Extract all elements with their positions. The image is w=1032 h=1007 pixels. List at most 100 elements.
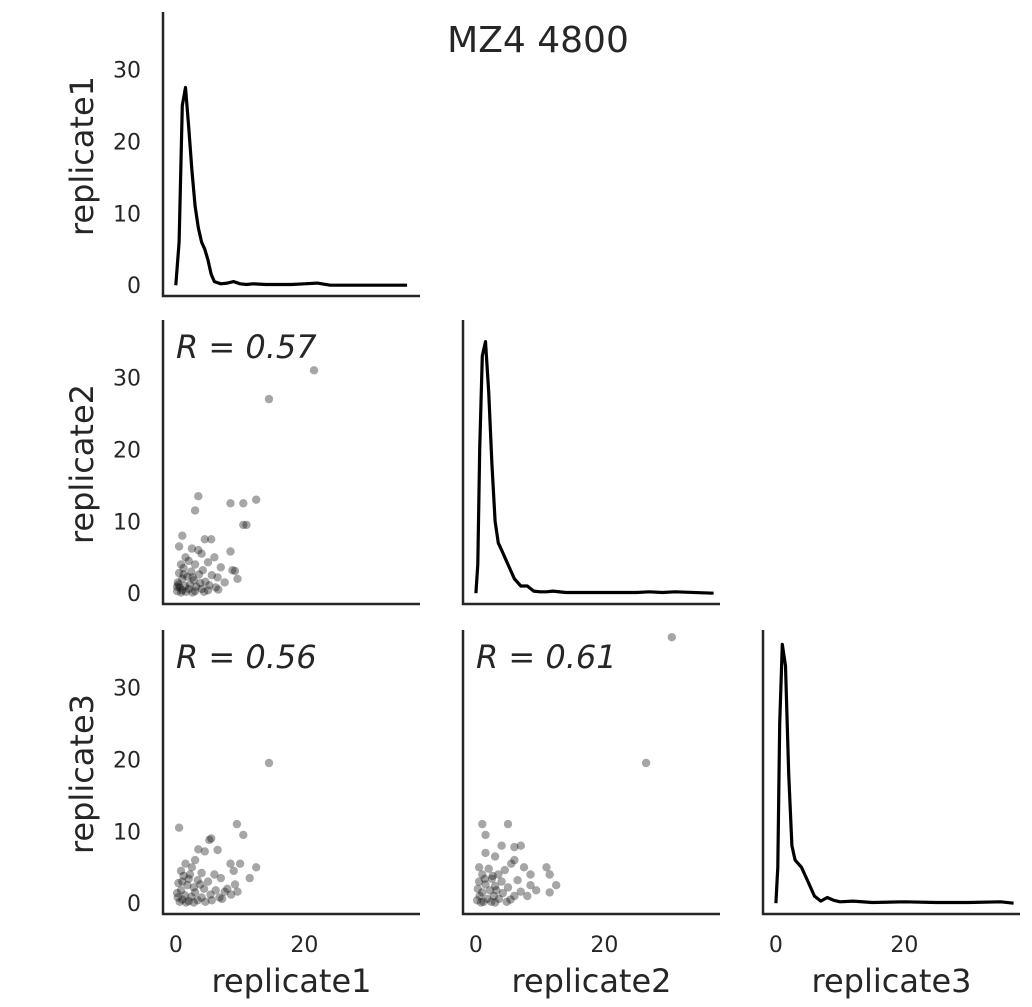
- scatter-point: [510, 855, 519, 865]
- scatter-point: [194, 845, 203, 854]
- scatter-point: [192, 582, 201, 591]
- scatter-point: [506, 895, 515, 904]
- scatter-point: [519, 863, 529, 872]
- scatter-point: [473, 884, 482, 893]
- scatter-point: [545, 888, 554, 897]
- panel-spine: [761, 630, 1020, 916]
- scatter-point: [532, 886, 541, 895]
- scatter-point: [207, 896, 216, 905]
- scatter-point: [203, 877, 213, 886]
- x-axis-label-replicate2: replicate2: [511, 962, 671, 1000]
- y-tick-label: 30: [113, 367, 141, 392]
- y-tick-label: 10: [113, 202, 141, 227]
- panel-2-2: 0 20 replicate3: [761, 630, 1020, 1000]
- scatter-point: [207, 535, 216, 544]
- scatter-point: [184, 584, 193, 594]
- scatter-point: [226, 499, 235, 508]
- scatter-point: [485, 886, 495, 895]
- scatter-point: [500, 865, 509, 875]
- scatter-point: [242, 520, 251, 530]
- scatter-point: [478, 819, 487, 829]
- scatter-point: [174, 542, 184, 551]
- scatter-point: [181, 553, 190, 562]
- scatter-point: [492, 886, 501, 895]
- scatter-point: [232, 819, 242, 829]
- scatter-point: [172, 586, 182, 596]
- scatter-point: [174, 568, 184, 578]
- scatter-point: [494, 894, 504, 904]
- scatter-point: [478, 888, 487, 897]
- scatter-point: [516, 841, 525, 850]
- scatter-point: [176, 886, 186, 895]
- scatter-point: [197, 549, 206, 558]
- x-axis-label-replicate3: replicate3: [811, 962, 971, 1000]
- scatter-point: [526, 870, 535, 879]
- scatter-point: [174, 580, 183, 589]
- scatter-point: [189, 576, 198, 585]
- scatter-point: [173, 893, 182, 902]
- scatter-point: [481, 880, 490, 889]
- scatter-point: [184, 556, 193, 566]
- scatter-point: [199, 587, 209, 596]
- y-tick-label: 20: [113, 438, 141, 463]
- scatter-point: [211, 886, 220, 895]
- scatter-point: [188, 588, 197, 597]
- y-axis-label-replicate2: replicate2: [63, 384, 101, 544]
- scatter-point: [264, 758, 274, 768]
- scatter-point: [472, 896, 482, 905]
- scatter-point: [233, 887, 242, 896]
- scatter-point: [510, 842, 519, 852]
- scatter-point: [228, 566, 237, 575]
- scatter-point: [197, 868, 206, 878]
- scatter-point: [239, 499, 248, 508]
- scatter-point: [213, 845, 222, 855]
- scatter-point: [172, 888, 182, 898]
- scatter-point: [230, 880, 240, 889]
- scatter-point: [484, 864, 493, 873]
- panel-1-1: [461, 320, 720, 606]
- scatter-point: [487, 897, 496, 906]
- scatter-point: [172, 582, 182, 591]
- scatter-point: [223, 884, 232, 893]
- scatter-point: [190, 506, 200, 515]
- figure-title: MZ4 4800: [447, 20, 629, 61]
- scatter-point: [474, 877, 484, 886]
- scatter-point: [174, 823, 184, 832]
- scatter-point: [230, 566, 240, 576]
- scatter-point: [214, 585, 223, 594]
- scatter-point: [216, 873, 225, 883]
- scatter-point: [490, 881, 500, 891]
- scatter-point: [201, 577, 210, 586]
- scatter-point: [497, 877, 506, 886]
- y-tick-label: 0: [127, 582, 141, 607]
- scatter-point: [183, 572, 192, 581]
- scatter-point: [480, 874, 489, 883]
- scatter-point: [185, 870, 195, 879]
- scatter-point: [187, 863, 197, 872]
- scatter-point: [203, 586, 213, 595]
- scatter-point: [197, 584, 206, 594]
- scatter-point: [552, 881, 561, 890]
- scatter-point: [488, 871, 497, 881]
- x-axis-label-replicate1: replicate1: [211, 962, 371, 1000]
- panel-spine: [161, 630, 420, 916]
- panel-spine: [161, 320, 420, 606]
- scatter-point: [188, 573, 197, 582]
- scatter-point: [178, 895, 187, 904]
- scatter-point: [178, 531, 187, 540]
- scatter-point: [206, 890, 215, 899]
- kde-line-replicate3: [774, 642, 1014, 905]
- kde-line-replicate2: [474, 340, 714, 595]
- scatter-point: [189, 898, 198, 907]
- y-tick-label: 20: [113, 130, 141, 155]
- scatter-point: [516, 887, 525, 896]
- scatter-point: [205, 835, 214, 845]
- scatter-point: [175, 583, 184, 592]
- scatter-point: [239, 520, 248, 530]
- scatter-point: [226, 859, 235, 868]
- scatter-point: [176, 866, 186, 876]
- x-tick-label: 20: [590, 933, 618, 958]
- x-tick-label: 0: [169, 933, 183, 958]
- scatter-point: [198, 566, 207, 575]
- scatter-point: [513, 876, 522, 885]
